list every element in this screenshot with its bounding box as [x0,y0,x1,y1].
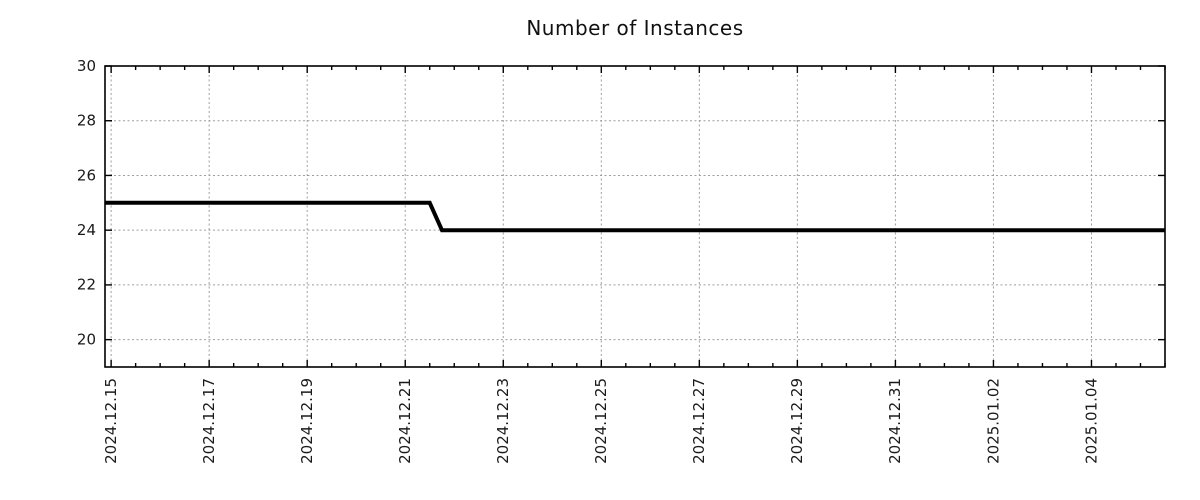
x-tick-label: 2024.12.23 [494,378,512,464]
y-tick-label: 20 [77,330,96,348]
x-tick-label: 2024.12.29 [788,378,806,464]
plot-border [104,65,1166,368]
data-line-instances [105,200,1165,233]
x-tick-label: 2025.01.04 [1082,378,1100,464]
x-tick-label: 2024.12.27 [690,378,708,464]
y-tick-label: 22 [77,276,96,294]
x-tick-label: 2024.12.31 [886,378,904,464]
x-tick-label: 2024.12.19 [298,378,316,464]
chart-title: Number of Instances [526,16,744,40]
x-tick-label: 2024.12.17 [200,378,218,464]
x-tick-label: 2024.12.25 [592,378,610,464]
x-tick-label: 2025.01.02 [984,378,1002,464]
x-tick-label: 2024.12.15 [102,378,120,464]
y-tick-label: 30 [77,57,96,75]
x-tick-label: 2024.12.21 [396,378,414,464]
y-tick-label: 26 [77,166,96,184]
y-tick-label: 28 [77,112,96,130]
y-tick-label: 24 [77,221,96,239]
